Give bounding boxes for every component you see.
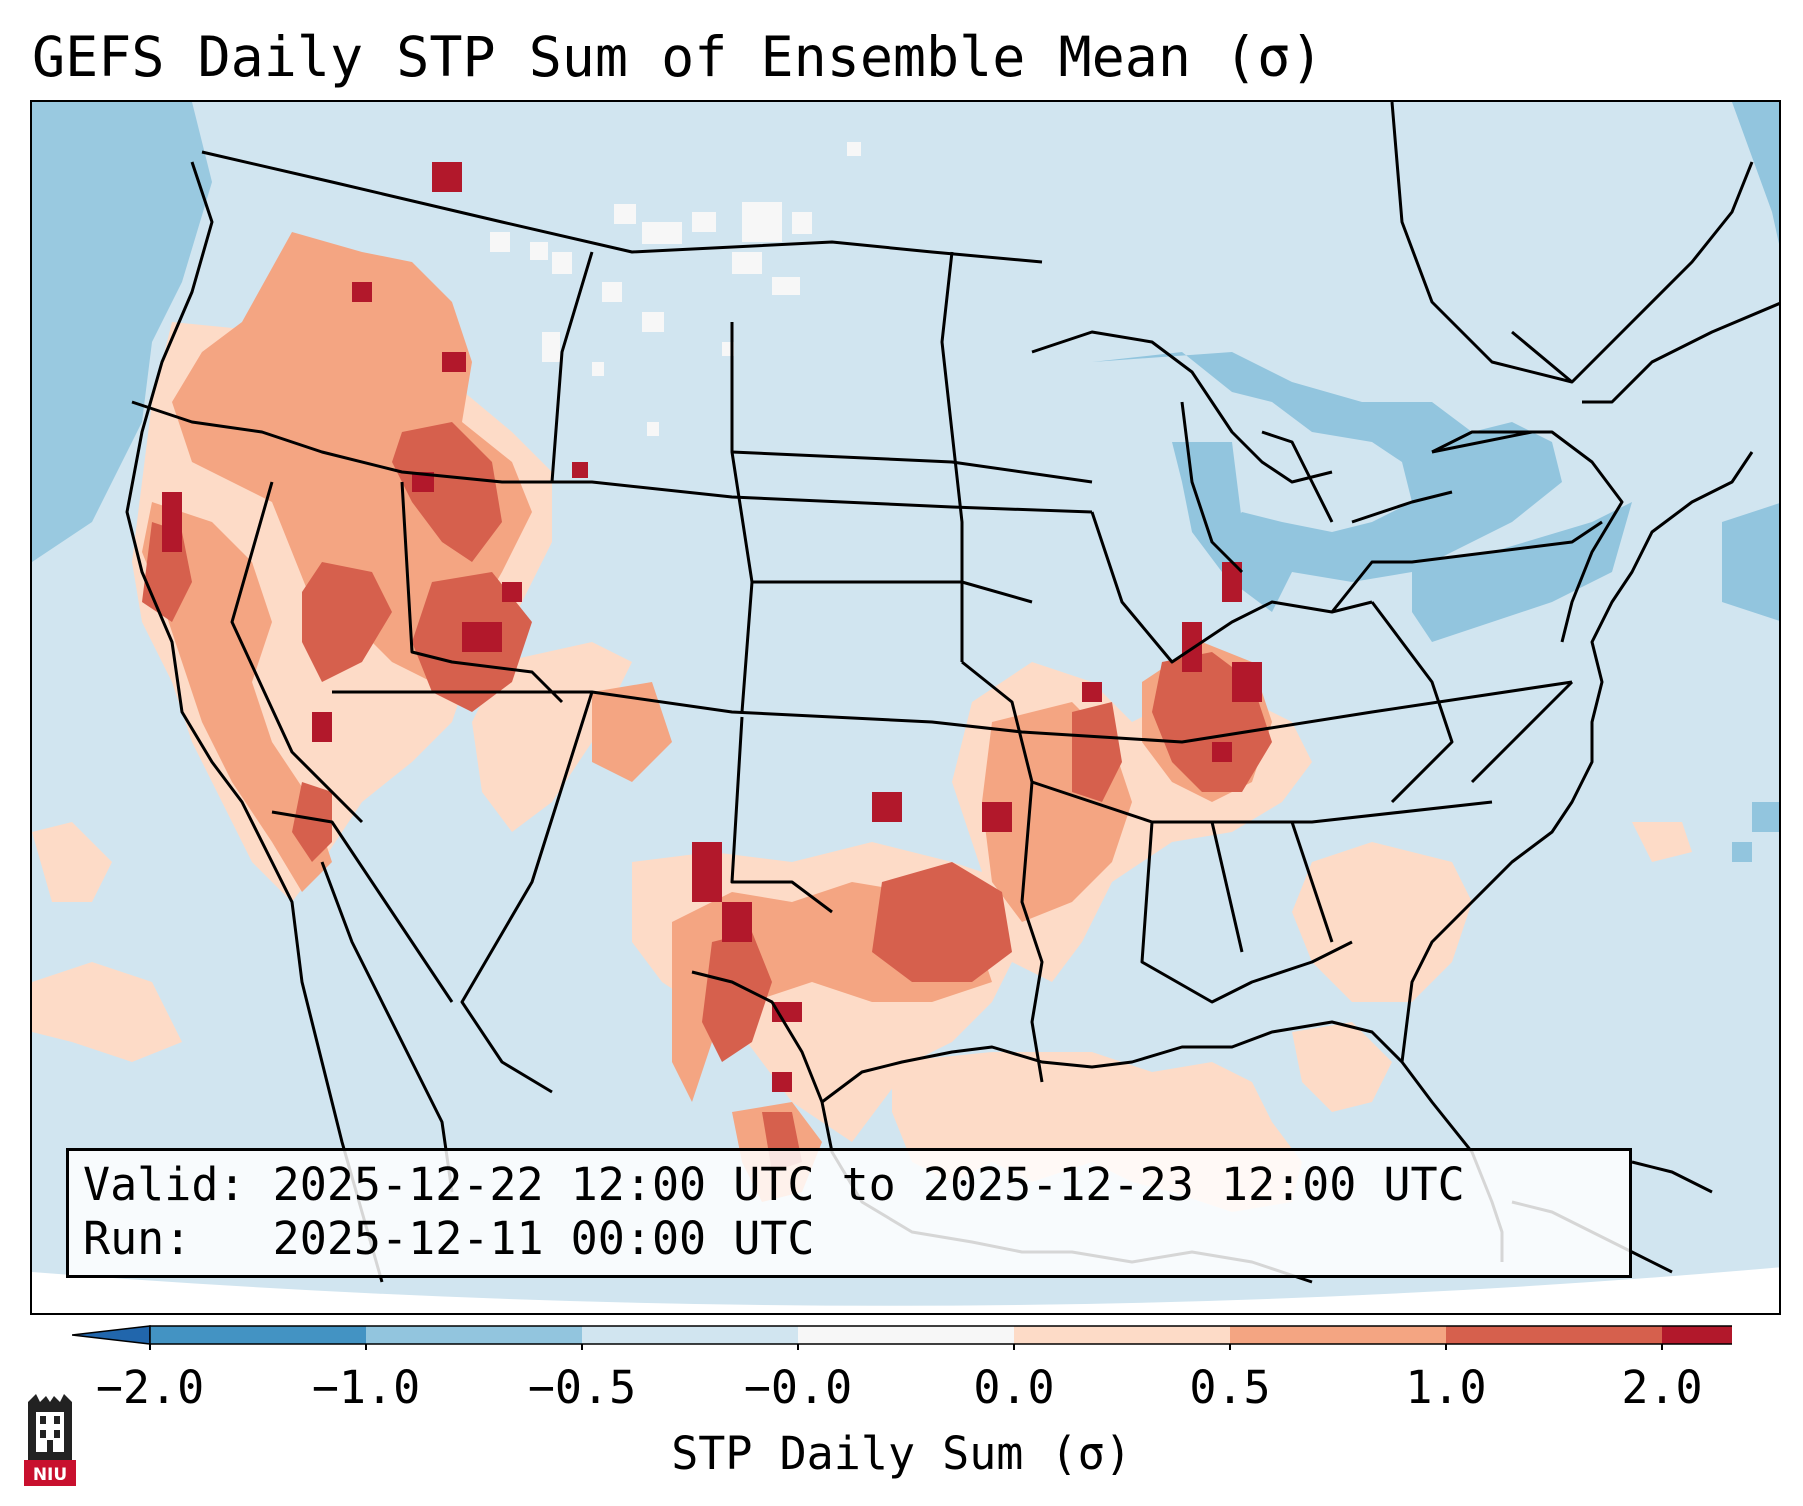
colorbar-segment xyxy=(1446,1326,1662,1344)
niu-logo: NIU xyxy=(24,1394,76,1486)
extreme-positive-cells xyxy=(162,162,1262,1092)
pacific-negative-area xyxy=(32,102,212,562)
lake-erie-shore xyxy=(1351,490,1453,524)
valid-time-text: Valid: 2025-12-22 12:00 UTC to 2025-12-2… xyxy=(83,1158,1465,1211)
map-svg xyxy=(32,102,1779,1313)
colorbar-segment xyxy=(1014,1326,1230,1344)
colorbar-tick-label: −2.0 xyxy=(95,1361,205,1414)
atlantic-negative-area xyxy=(1732,102,1779,244)
colorbar-tick-label: −0.0 xyxy=(743,1361,853,1414)
pacific-coast xyxy=(125,161,384,1283)
valid-run-info-box: Valid: 2025-12-22 12:00 UTC to 2025-12-2… xyxy=(66,1148,1632,1278)
colorbar-tick-label: −0.5 xyxy=(527,1361,637,1414)
colorbar-segment xyxy=(1230,1326,1446,1344)
colorbar-tick-label: −1.0 xyxy=(311,1361,421,1414)
nevada-border xyxy=(230,481,364,824)
baja-gulf-coast xyxy=(320,861,454,1193)
colorbar-tick-label: 0.0 xyxy=(973,1361,1055,1414)
colorbar-tick-label: 1.0 xyxy=(1405,1361,1487,1414)
colorbar-segment xyxy=(366,1326,582,1344)
atlantic-coast xyxy=(1400,451,1754,1063)
colorbar-tick-label: 2.0 xyxy=(1621,1361,1703,1414)
lake-michigan-shore xyxy=(1180,401,1244,574)
lake-ontario-shore xyxy=(1431,430,1533,454)
colorbar-segment xyxy=(582,1326,798,1344)
mississippi-line xyxy=(961,660,1044,1083)
run-time-text: Run: 2025-12-11 00:00 UTC xyxy=(83,1212,815,1265)
boundary-lines xyxy=(131,102,1779,1094)
colorbar-segment xyxy=(798,1326,1014,1344)
central-latitude-line xyxy=(332,680,1573,744)
lake-superior-shore xyxy=(1031,330,1333,484)
colorbar xyxy=(72,1325,1732,1350)
colorbar-segment xyxy=(1662,1326,1732,1344)
map-panel xyxy=(30,100,1781,1315)
logo-text: NIU xyxy=(33,1465,67,1485)
mountain-line xyxy=(730,322,754,713)
us-canada-border xyxy=(201,150,1043,264)
domain-edge xyxy=(32,1267,1779,1313)
colorbar-label: STP Daily Sum (σ) xyxy=(671,1427,1132,1480)
chart-title: GEFS Daily STP Sum of Ensemble Mean (σ) xyxy=(32,25,1324,89)
colorbar-under-extension xyxy=(72,1325,151,1345)
lake-huron-shore xyxy=(1261,430,1334,523)
colorbar-tick-label: 0.5 xyxy=(1189,1361,1271,1414)
colorbar-segment xyxy=(150,1326,366,1344)
